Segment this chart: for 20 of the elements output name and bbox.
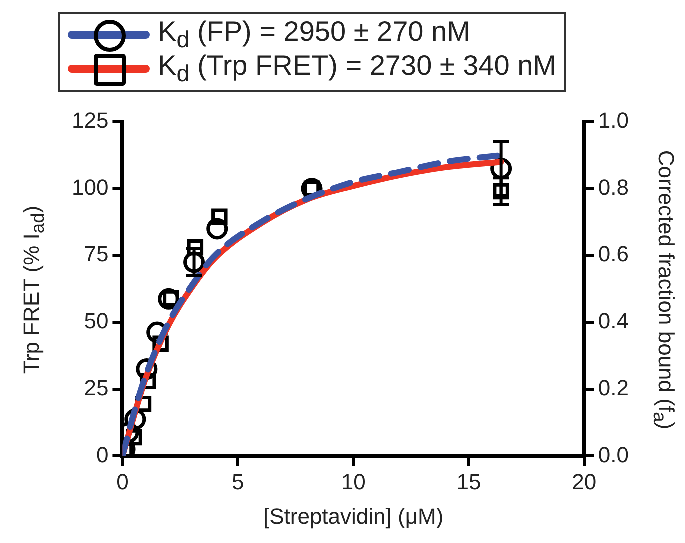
legend-label: K$_{d}$ (FP) = 2950 ± 270 nM bbox=[158, 16, 470, 53]
legend-label: K$_{d}$ (Trp FRET) = 2730 ± 340 nM bbox=[158, 50, 556, 88]
y2-tick-label: 0.6 bbox=[598, 242, 630, 267]
y-tick-label: 100 bbox=[72, 174, 109, 200]
y-tick-label: 125 bbox=[72, 108, 109, 134]
y2-tick-label: 0.2 bbox=[598, 375, 630, 400]
y2-tick-label: 0.4 bbox=[598, 308, 630, 334]
y-tick-label: 0 bbox=[96, 442, 109, 468]
y-tick-label: 50 bbox=[84, 308, 109, 334]
x-tick-label: 10 bbox=[341, 469, 366, 494]
y2-tick-label: 1.0 bbox=[598, 108, 630, 134]
x-tick-label: 15 bbox=[456, 469, 482, 494]
x-axis-title: [Streptavidin] (μM) bbox=[263, 504, 444, 529]
y2-tick-label: 0.8 bbox=[598, 174, 630, 200]
y-tick-label: 25 bbox=[84, 375, 109, 400]
y2-tick-label: 0.0 bbox=[598, 442, 630, 468]
x-tick-label: 5 bbox=[232, 469, 244, 494]
x-tick-label: 20 bbox=[572, 469, 597, 494]
x-tick-label: 0 bbox=[116, 469, 129, 494]
y-tick-label: 75 bbox=[84, 242, 109, 267]
